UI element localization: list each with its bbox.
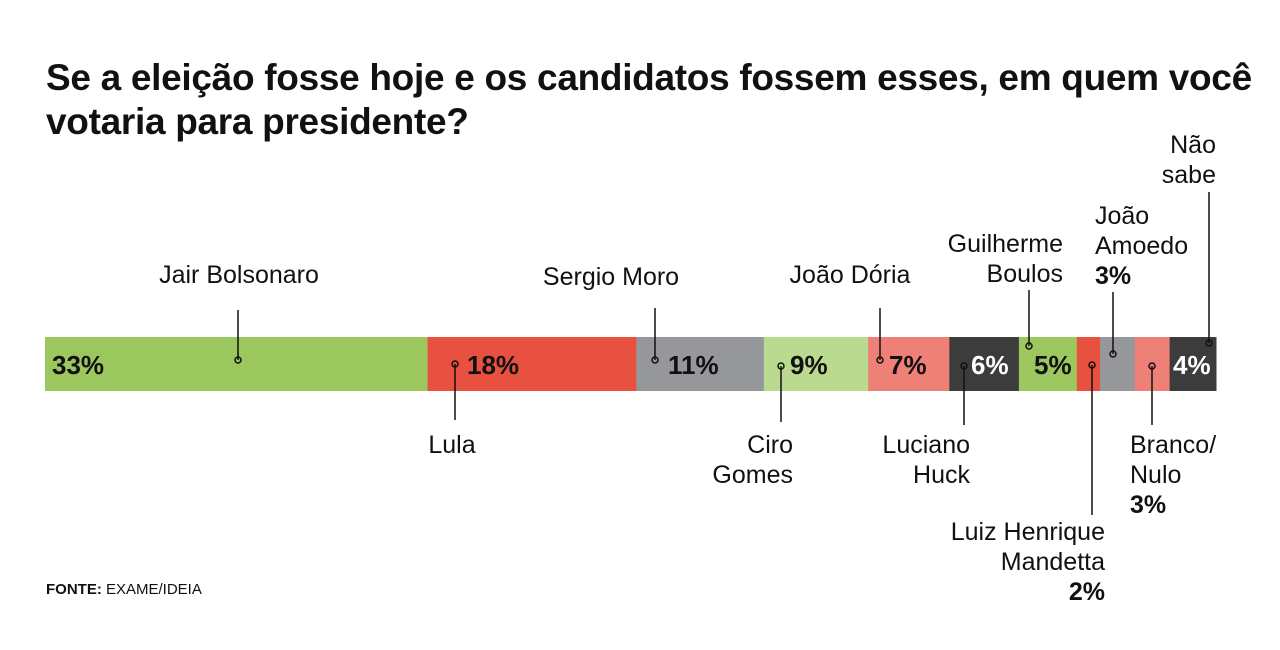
source-label: FONTE: bbox=[46, 581, 102, 598]
label-amoedo-name: João Amoedo bbox=[1095, 202, 1189, 260]
bar-segment bbox=[1100, 337, 1136, 391]
leader-dot bbox=[651, 356, 659, 364]
value-label: 7% bbox=[889, 350, 927, 380]
label-nao-sabe: Não sabe bbox=[1161, 131, 1216, 189]
value-label: 5% bbox=[1034, 350, 1072, 380]
leader-dot bbox=[1088, 361, 1096, 369]
bar-segment bbox=[45, 337, 429, 391]
leader-dot bbox=[1205, 339, 1213, 347]
bar-segment bbox=[868, 337, 950, 391]
leader-dot bbox=[876, 356, 884, 364]
chart-title: Se a eleição fosse hoje e os candidatos … bbox=[46, 57, 1252, 142]
label-doria: João Dória bbox=[789, 261, 911, 289]
bar-segment bbox=[427, 337, 637, 391]
label-moro: Sergio Moro bbox=[542, 263, 680, 291]
value-label: 11% bbox=[668, 350, 719, 380]
leader-dot bbox=[960, 362, 968, 370]
label-bolsonaro: Jair Bolsonaro bbox=[159, 261, 319, 289]
source-value: EXAME/IDEIA bbox=[106, 581, 202, 598]
value-branco: 3% bbox=[1130, 491, 1167, 519]
bar-segment bbox=[636, 337, 765, 391]
value-label: 6% bbox=[971, 350, 1009, 380]
value-label: 18% bbox=[467, 350, 519, 380]
label-boulos: Guilherme Boulos bbox=[947, 230, 1063, 288]
leader-dot bbox=[1025, 342, 1033, 350]
label-branco-line2: Nulo bbox=[1130, 461, 1182, 489]
leader-dot bbox=[777, 362, 785, 370]
leader-dot bbox=[1148, 362, 1156, 370]
label-mandetta-line2: Mandetta bbox=[1000, 548, 1105, 576]
source-note: FONTE: EXAME/IDEIA bbox=[46, 581, 202, 598]
label-lula: Lula bbox=[428, 431, 476, 459]
label-amoedo: João Amoedo 3% bbox=[1095, 201, 1205, 291]
value-amoedo: 3% bbox=[1095, 262, 1132, 290]
leader-dot bbox=[234, 356, 242, 364]
leader-dot bbox=[451, 360, 459, 368]
value-label: 9% bbox=[790, 350, 828, 380]
value-label: 4% bbox=[1173, 350, 1211, 380]
label-mandetta: Luiz Henrique Mandetta 2% bbox=[951, 517, 1105, 607]
label-ciro: Ciro Gomes bbox=[712, 431, 793, 489]
label-branco-line1: Branco/ bbox=[1130, 431, 1217, 459]
leader-dot bbox=[1109, 350, 1117, 358]
label-branco: Branco/Nulo 3% bbox=[1130, 430, 1216, 520]
label-huck: Luciano Huck bbox=[882, 431, 970, 489]
value-label: 33% bbox=[52, 350, 104, 380]
value-mandetta: 2% bbox=[1068, 578, 1105, 606]
label-mandetta-line1: Luiz Henrique bbox=[950, 518, 1105, 546]
